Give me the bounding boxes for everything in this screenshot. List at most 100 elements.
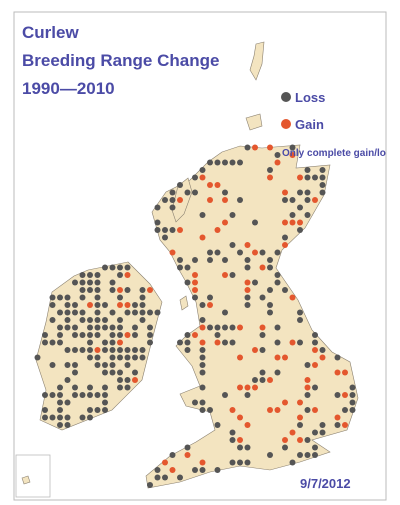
loss-dot [214, 467, 221, 473]
loss-dot [132, 309, 138, 316]
gain-dot [334, 414, 341, 421]
loss-dot [124, 347, 131, 353]
gain-dot [274, 354, 281, 361]
loss-dot [237, 249, 243, 256]
gain-dot [304, 384, 311, 391]
loss-dot [154, 219, 161, 226]
gain-dot [319, 354, 326, 361]
loss-dot [72, 392, 78, 398]
loss-dot [259, 347, 266, 353]
loss-dot [162, 197, 168, 203]
isle-of-man [179, 295, 189, 311]
loss-dot [199, 302, 206, 308]
loss-dot [64, 377, 71, 383]
loss-dot [229, 272, 236, 278]
loss-dot [154, 227, 161, 233]
gain-dot [207, 302, 213, 308]
gain-dot [282, 219, 288, 226]
loss-dot [102, 302, 108, 308]
loss-dot [207, 407, 213, 413]
loss-dot [87, 347, 93, 353]
loss-dot [42, 332, 48, 338]
gain-dot [282, 242, 288, 248]
loss-dot [334, 392, 341, 398]
loss-dot [319, 167, 326, 173]
loss-dot [222, 392, 228, 398]
loss-dot [312, 444, 318, 451]
loss-dot [117, 272, 123, 278]
loss-dot [244, 257, 251, 263]
loss-dot [222, 257, 228, 263]
loss-dot [169, 197, 176, 203]
loss-dot [267, 264, 273, 271]
loss-dot [199, 212, 206, 218]
loss-dot [64, 317, 71, 323]
loss-dot [289, 459, 296, 466]
gain-dot [244, 242, 251, 248]
loss-dot [319, 429, 326, 436]
gain-dot [199, 234, 206, 241]
loss-dot [64, 309, 71, 316]
loss-dot [49, 339, 56, 346]
gain-dot [124, 332, 131, 338]
loss-dot [349, 392, 356, 398]
loss-dot [259, 332, 266, 338]
loss-dot [304, 167, 311, 173]
loss-dot [259, 249, 266, 256]
gain-dot [282, 189, 288, 196]
loss-dot [64, 399, 71, 406]
loss-dot [139, 302, 146, 308]
gain-dot [237, 354, 243, 361]
loss-dot [244, 144, 251, 151]
loss-dot [244, 302, 251, 308]
loss-dot [297, 189, 303, 196]
loss-dot [304, 174, 311, 181]
loss-dot [259, 369, 266, 376]
loss-dot [57, 407, 63, 413]
loss-dot [117, 324, 123, 331]
loss-dot [102, 362, 108, 368]
loss-dot [79, 414, 86, 421]
title-line: Curlew [22, 23, 79, 42]
loss-dot [304, 407, 311, 413]
loss-dot [109, 362, 116, 368]
loss-dot [207, 324, 213, 331]
gain-dot [289, 429, 296, 436]
loss-dot [87, 407, 93, 413]
gain-dot [289, 339, 296, 346]
loss-dot [289, 144, 296, 151]
loss-dot [49, 317, 56, 323]
loss-dot [139, 309, 146, 316]
loss-dot [72, 362, 78, 368]
loss-dot [64, 302, 71, 308]
loss-dot [79, 279, 86, 286]
loss-dot [42, 414, 48, 421]
loss-dot [109, 279, 116, 286]
loss-dot [147, 324, 153, 331]
gain-dot [169, 467, 176, 473]
loss-dot [214, 159, 221, 166]
loss-dot [199, 354, 206, 361]
loss-dot [57, 294, 63, 301]
loss-dot [154, 474, 161, 481]
loss-dot [312, 339, 318, 346]
loss-dot [87, 339, 93, 346]
loss-dot [282, 197, 288, 203]
loss-dot [274, 324, 281, 331]
loss-dot [169, 452, 176, 458]
loss-dot [139, 287, 146, 293]
loss-dot [267, 167, 273, 173]
loss-dot [274, 339, 281, 346]
loss-dot [304, 452, 311, 458]
loss-dot [184, 332, 191, 338]
loss-dot [199, 362, 206, 368]
gain-dot [312, 347, 318, 353]
loss-dot [222, 309, 228, 316]
loss-dot [199, 467, 206, 473]
loss-dot [244, 459, 251, 466]
gain-dot [244, 287, 251, 293]
loss-dot [244, 264, 251, 271]
loss-dot [139, 317, 146, 323]
loss-dot [132, 369, 138, 376]
